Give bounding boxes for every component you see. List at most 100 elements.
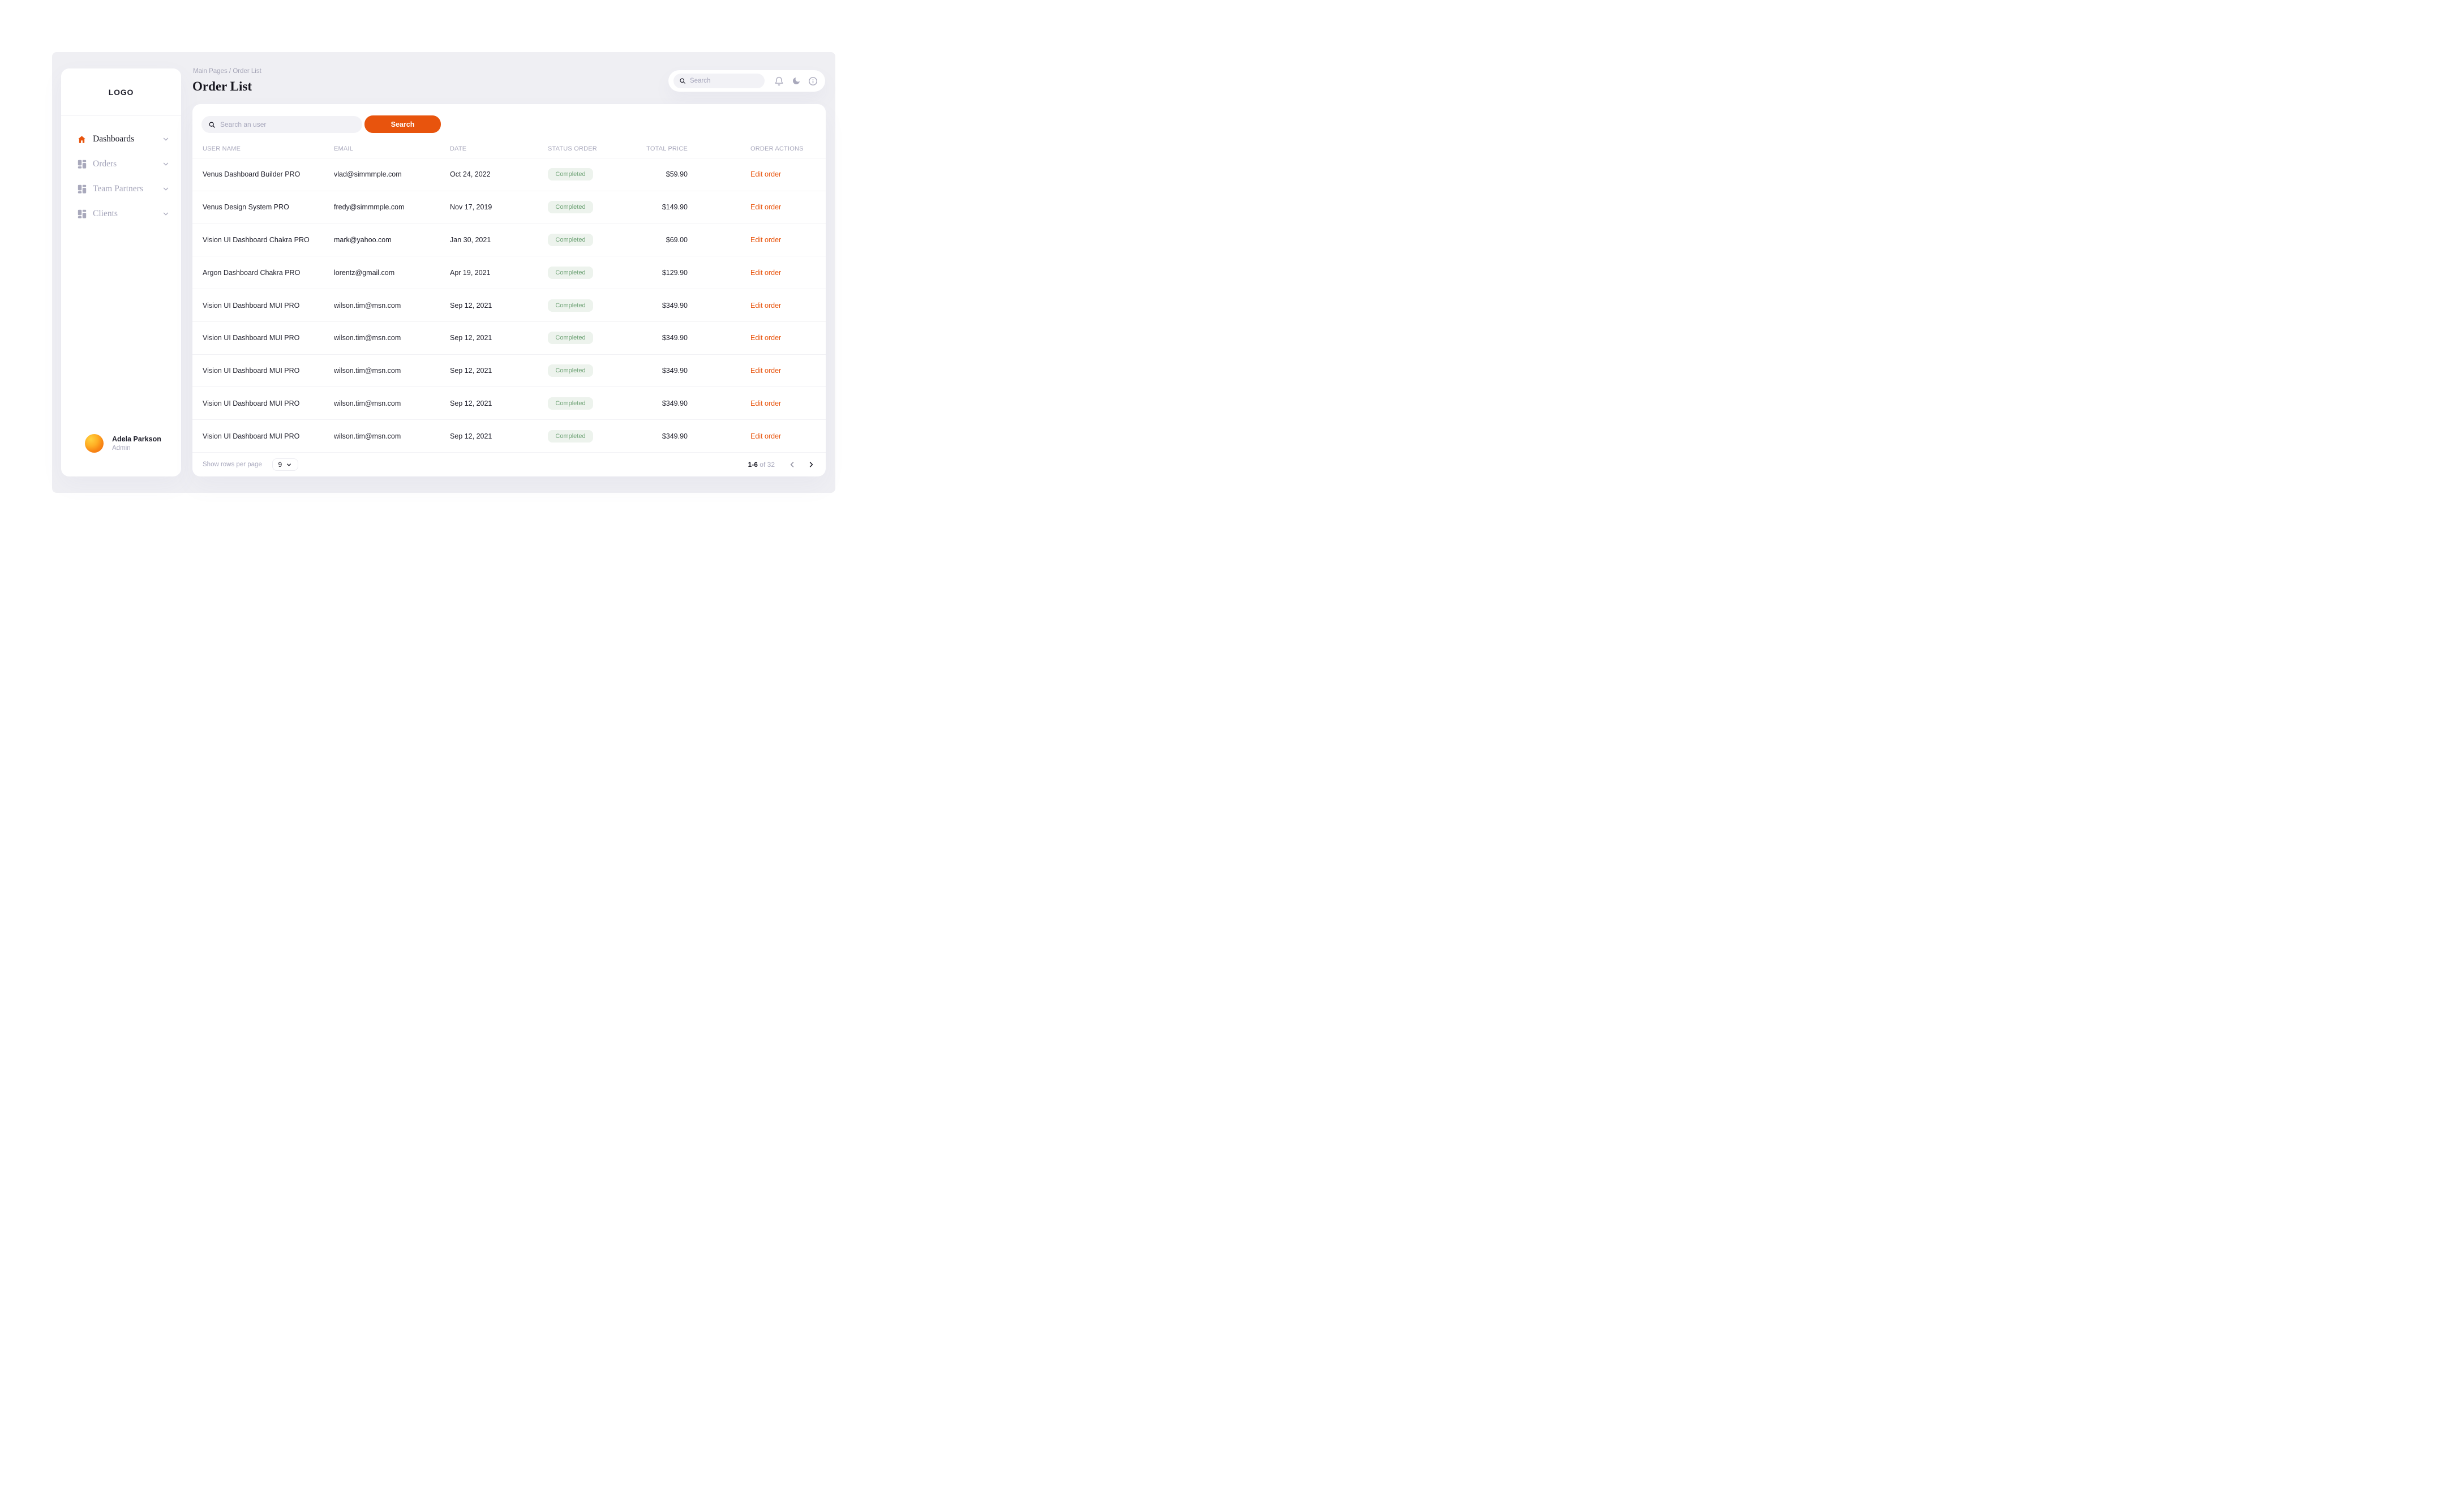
cell-total-price: $149.90 <box>662 203 688 212</box>
sidebar-item-label: Orders <box>93 159 117 169</box>
edit-order-link[interactable]: Edit order <box>750 235 782 244</box>
search-button[interactable]: Search <box>364 115 441 133</box>
order-list-card: Search USER NAME EMAIL DATE STATUS ORDER… <box>192 104 826 476</box>
table-row[interactable]: Vision UI Dashboard Chakra PRO mark@yaho… <box>192 224 826 257</box>
table-row[interactable]: Vision UI Dashboard MUI PRO wilson.tim@m… <box>192 289 826 322</box>
sidebar-item-dashboards[interactable]: Dashboards <box>61 127 181 152</box>
logo-block: LOGO <box>61 68 181 116</box>
cell-email: lorentz@gmail.com <box>334 268 395 277</box>
table-row[interactable]: Vision UI Dashboard MUI PRO wilson.tim@m… <box>192 355 826 388</box>
chevron-down-icon <box>162 185 170 193</box>
edit-order-link[interactable]: Edit order <box>750 268 782 277</box>
topbar-search[interactable] <box>673 74 765 88</box>
rows-per-page-label: Show rows per page <box>203 461 262 468</box>
edit-order-link[interactable]: Edit order <box>750 399 782 407</box>
table-row[interactable]: Vision UI Dashboard MUI PRO wilson.tim@m… <box>192 387 826 420</box>
table-row[interactable]: Argon Dashboard Chakra PRO lorentz@gmail… <box>192 256 826 290</box>
page-range-current: 1-6 <box>748 461 758 469</box>
breadcrumb[interactable]: Main Pages / Order List <box>193 68 261 75</box>
edit-order-link[interactable]: Edit order <box>750 203 782 212</box>
cell-date: Nov 17, 2019 <box>450 203 492 212</box>
table-footer: Show rows per page 9 1-6 of 32 <box>192 453 826 476</box>
chevron-down-icon <box>162 160 170 168</box>
cell-email: wilson.tim@msn.com <box>334 399 401 407</box>
edit-order-link[interactable]: Edit order <box>750 334 782 342</box>
moon-icon[interactable] <box>791 76 801 86</box>
sidebar-item-clients[interactable]: Clients <box>61 201 181 226</box>
page-range-total: of 32 <box>760 461 775 469</box>
avatar <box>85 434 104 453</box>
grid-icon <box>77 160 87 169</box>
table-row[interactable]: Venus Dashboard Builder PRO vlad@simmmpl… <box>192 158 826 191</box>
status-badge: Completed <box>548 332 593 345</box>
table-row[interactable]: Vision UI Dashboard MUI PRO wilson.tim@m… <box>192 322 826 355</box>
home-icon <box>77 135 87 144</box>
status-badge: Completed <box>548 233 593 246</box>
edit-order-link[interactable]: Edit order <box>750 301 782 310</box>
user-profile[interactable]: Adela Parkson Admin <box>85 434 161 453</box>
cell-user-name: Vision UI Dashboard Chakra PRO <box>203 235 310 244</box>
status-badge: Completed <box>548 364 593 377</box>
chevron-right-icon[interactable] <box>804 458 818 471</box>
cell-user-name: Argon Dashboard Chakra PRO <box>203 268 301 277</box>
cell-email: wilson.tim@msn.com <box>334 367 401 375</box>
cell-user-name: Vision UI Dashboard MUI PRO <box>203 334 300 342</box>
cell-order-actions: Edit order <box>688 334 816 342</box>
grid-icon <box>77 209 87 219</box>
chevron-down-icon <box>162 210 170 218</box>
sidebar-item-orders[interactable]: Orders <box>61 152 181 177</box>
cell-status: Completed <box>548 233 628 246</box>
cell-email: wilson.tim@msn.com <box>334 301 401 310</box>
cell-email: mark@yahoo.com <box>334 235 392 244</box>
rows-per-page-value: 9 <box>278 461 282 469</box>
cell-email: wilson.tim@msn.com <box>334 334 401 342</box>
table-row[interactable]: Vision UI Dashboard MUI PRO wilson.tim@m… <box>192 420 826 453</box>
status-badge: Completed <box>548 201 593 214</box>
cell-order-actions: Edit order <box>688 269 816 277</box>
cell-status: Completed <box>548 266 628 279</box>
profile-role: Admin <box>112 445 131 452</box>
cell-date: Sep 12, 2021 <box>450 301 492 310</box>
status-badge: Completed <box>548 429 593 443</box>
table-row[interactable]: Venus Design System PRO fredy@simmmple.c… <box>192 191 826 224</box>
cell-total-price: $349.90 <box>662 399 688 407</box>
search-icon <box>208 121 216 128</box>
app-background: LOGO Dashboards Orders <box>52 52 835 493</box>
cell-user-name: Venus Dashboard Builder PRO <box>203 170 301 179</box>
cell-order-actions: Edit order <box>688 236 816 244</box>
pagination: 1-6 of 32 <box>748 458 818 471</box>
status-badge: Completed <box>548 397 593 410</box>
cell-status: Completed <box>548 397 628 410</box>
cell-status: Completed <box>548 364 628 377</box>
cell-status: Completed <box>548 168 628 181</box>
cell-total-price: $349.90 <box>662 432 688 440</box>
bell-icon[interactable] <box>774 76 784 86</box>
cell-email: vlad@simmmple.com <box>334 170 402 179</box>
info-icon[interactable] <box>808 76 818 86</box>
user-search-field[interactable] <box>201 116 362 133</box>
sidebar: LOGO Dashboards Orders <box>61 68 181 476</box>
cell-total-price: $129.90 <box>662 268 688 277</box>
edit-order-link[interactable]: Edit order <box>750 367 782 375</box>
chevron-left-icon[interactable] <box>786 458 799 471</box>
cell-status: Completed <box>548 332 628 345</box>
logo: LOGO <box>108 87 134 97</box>
rows-per-page-select[interactable]: 9 <box>272 458 298 471</box>
grid-icon <box>77 184 87 194</box>
page-range: 1-6 of 32 <box>748 461 775 469</box>
cell-date: Jan 30, 2021 <box>450 235 491 244</box>
user-search-input[interactable] <box>220 121 345 128</box>
page-title: Order List <box>192 79 252 93</box>
edit-order-link[interactable]: Edit order <box>750 432 782 440</box>
status-badge: Completed <box>548 168 593 181</box>
cell-status: Completed <box>548 299 628 312</box>
edit-order-link[interactable]: Edit order <box>750 170 782 179</box>
cell-user-name: Vision UI Dashboard MUI PRO <box>203 367 300 375</box>
cell-total-price: $349.90 <box>662 367 688 375</box>
topbar-search-input[interactable] <box>690 78 752 84</box>
sidebar-item-team-partners[interactable]: Team Partners <box>61 177 181 201</box>
cell-order-actions: Edit order <box>688 170 816 178</box>
cell-total-price: $349.90 <box>662 301 688 310</box>
cell-status: Completed <box>548 201 628 214</box>
cell-order-actions: Edit order <box>688 432 816 440</box>
